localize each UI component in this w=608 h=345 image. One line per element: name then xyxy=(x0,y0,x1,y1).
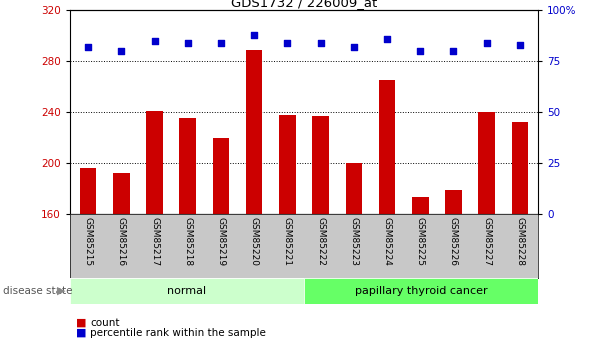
Point xyxy=(515,42,525,48)
Bar xyxy=(246,50,263,214)
Bar xyxy=(511,122,528,214)
Text: GSM85219: GSM85219 xyxy=(216,217,226,266)
Point xyxy=(117,48,126,54)
Text: GSM85218: GSM85218 xyxy=(183,217,192,266)
Text: GSM85226: GSM85226 xyxy=(449,217,458,266)
Bar xyxy=(70,278,304,304)
Text: percentile rank within the sample: percentile rank within the sample xyxy=(90,328,266,338)
Text: ■: ■ xyxy=(76,328,86,338)
Bar xyxy=(412,197,429,214)
Bar xyxy=(279,115,295,214)
Text: GSM85224: GSM85224 xyxy=(382,217,392,266)
Text: GSM85225: GSM85225 xyxy=(416,217,425,266)
Point xyxy=(415,48,425,54)
Bar xyxy=(478,112,495,214)
Text: ▶: ▶ xyxy=(57,286,66,296)
Text: papillary thyroid cancer: papillary thyroid cancer xyxy=(354,286,488,296)
Bar xyxy=(147,111,163,214)
Text: GSM85220: GSM85220 xyxy=(250,217,258,266)
Bar xyxy=(113,173,130,214)
Point xyxy=(316,40,325,46)
Bar xyxy=(313,116,329,214)
Title: GDS1732 / 226009_at: GDS1732 / 226009_at xyxy=(231,0,377,9)
Bar xyxy=(213,138,229,214)
Point xyxy=(83,44,93,50)
Text: GSM85216: GSM85216 xyxy=(117,217,126,266)
Text: GSM85217: GSM85217 xyxy=(150,217,159,266)
Bar xyxy=(345,163,362,214)
Point xyxy=(449,48,458,54)
Text: GSM85228: GSM85228 xyxy=(516,217,524,266)
Point xyxy=(183,40,193,46)
Text: normal: normal xyxy=(167,286,207,296)
Bar xyxy=(445,190,461,214)
Point xyxy=(216,40,226,46)
Point xyxy=(249,32,259,38)
Bar xyxy=(179,118,196,214)
Text: GSM85227: GSM85227 xyxy=(482,217,491,266)
Point xyxy=(150,38,159,44)
Point xyxy=(482,40,491,46)
Point xyxy=(349,44,359,50)
Text: disease state: disease state xyxy=(3,286,72,296)
Text: count: count xyxy=(90,318,120,327)
Bar xyxy=(379,80,395,214)
Text: ■: ■ xyxy=(76,318,86,327)
Text: GSM85222: GSM85222 xyxy=(316,217,325,266)
Text: GSM85221: GSM85221 xyxy=(283,217,292,266)
Bar xyxy=(304,278,538,304)
Bar xyxy=(80,168,97,214)
Point xyxy=(382,36,392,42)
Point xyxy=(283,40,292,46)
Text: GSM85215: GSM85215 xyxy=(84,217,92,266)
Text: GSM85223: GSM85223 xyxy=(350,217,358,266)
